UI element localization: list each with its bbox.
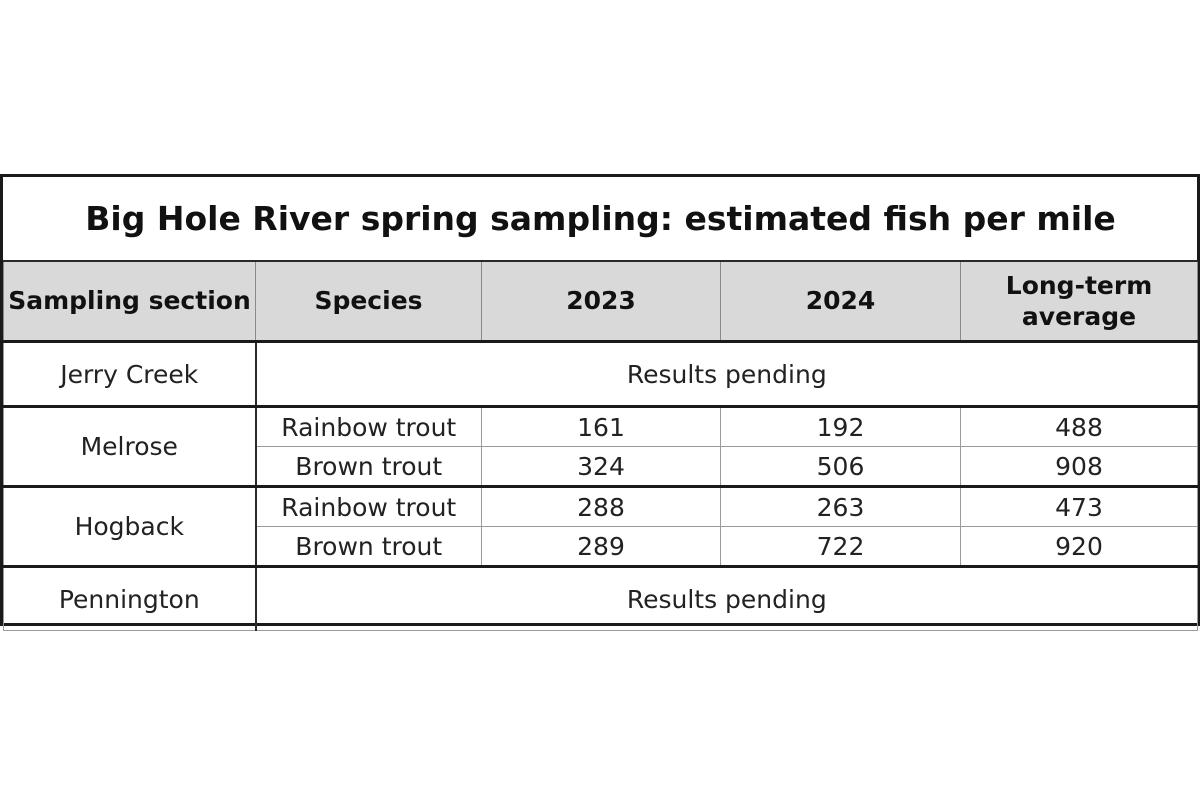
value-long-term-average: 920 — [959, 526, 1199, 568]
species-cell: Rainbow trout — [255, 406, 482, 447]
table-row: Melrose Rainbow trout 161 192 488 — [3, 406, 1199, 488]
species-cell: Brown trout — [255, 446, 482, 488]
section-name: Pennington — [3, 566, 257, 631]
value-2024: 192 — [720, 406, 961, 447]
table-row: Pennington Results pending — [3, 566, 1199, 631]
value-long-term-average: 488 — [959, 406, 1199, 447]
table-row: Jerry Creek Results pending — [3, 341, 1199, 408]
value-2023: 289 — [481, 526, 721, 568]
value-long-term-average: 473 — [959, 486, 1199, 527]
table-row: Hogback Rainbow trout 288 263 473 — [3, 486, 1199, 568]
section-name: Hogback — [3, 486, 257, 568]
header-species: Species — [255, 260, 482, 343]
value-2023: 324 — [481, 446, 721, 488]
title-row: Big Hole River spring sampling: estimate… — [3, 177, 1198, 262]
header-2024: 2024 — [720, 260, 961, 343]
value-2024: 263 — [720, 486, 961, 527]
value-2023: 288 — [481, 486, 721, 527]
section-name: Jerry Creek — [3, 341, 257, 408]
species-cell: Rainbow trout — [255, 486, 482, 527]
header-2023: 2023 — [481, 260, 721, 343]
header-row: Sampling section Species 2023 2024 Long-… — [3, 260, 1199, 343]
header-long-term-average: Long-term average — [959, 260, 1199, 343]
fish-sampling-table-container: Big Hole River spring sampling: estimate… — [0, 174, 1200, 631]
table-row: Brown trout 324 506 908 — [4, 446, 1199, 488]
value-2023: 161 — [481, 406, 721, 447]
table-row: Brown trout 289 722 920 — [4, 526, 1199, 568]
table-title: Big Hole River spring sampling: estimate… — [3, 177, 1198, 262]
species-cell: Brown trout — [255, 526, 482, 568]
header-sampling-section: Sampling section — [3, 260, 256, 343]
fish-sampling-table: Big Hole River spring sampling: estimate… — [3, 177, 1199, 631]
value-2024: 506 — [720, 446, 961, 488]
value-2024: 722 — [720, 526, 961, 568]
section-name: Melrose — [3, 406, 257, 488]
results-pending: Results pending — [254, 341, 1199, 408]
value-long-term-average: 908 — [959, 446, 1199, 488]
results-pending: Results pending — [254, 566, 1199, 631]
